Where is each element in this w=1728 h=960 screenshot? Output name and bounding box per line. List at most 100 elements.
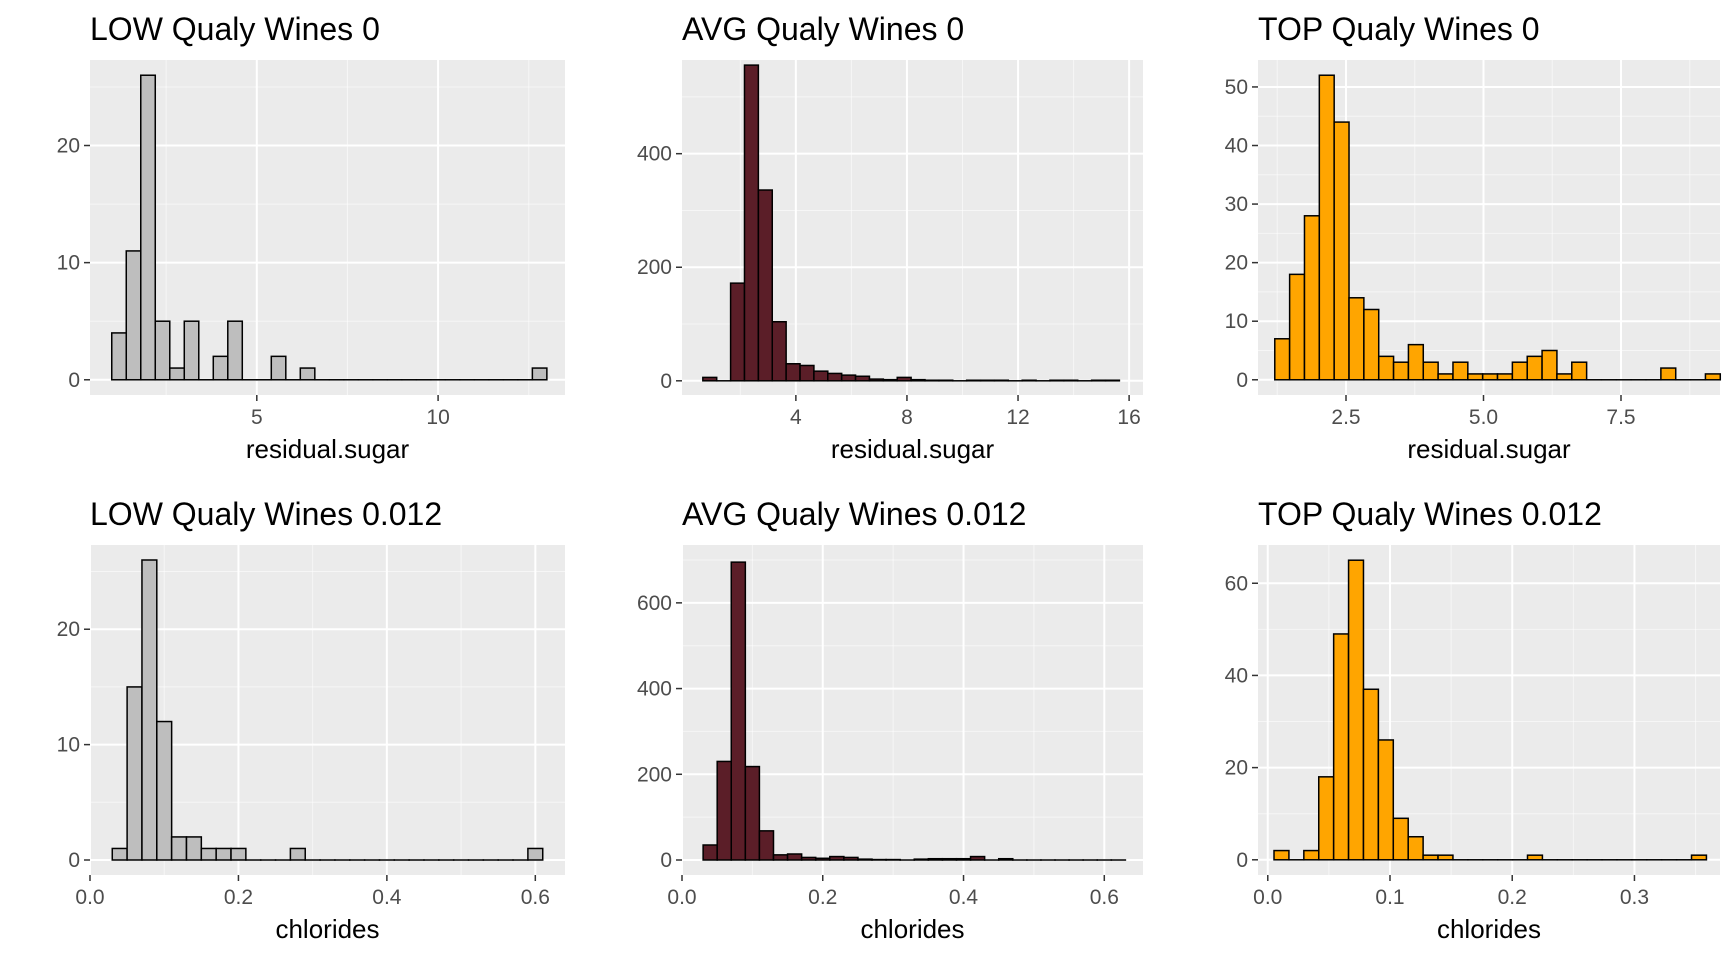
histogram-bar	[702, 376, 718, 382]
histogram-bar	[1690, 854, 1708, 861]
y-tick-label: 10	[57, 252, 80, 275]
x-tick-label: 4	[790, 406, 802, 429]
histogram-bar	[156, 720, 173, 861]
x-tick-label: 0.0	[667, 886, 696, 909]
histogram-bar	[289, 847, 306, 861]
histogram-bar	[1363, 308, 1380, 381]
y-tick-label: 200	[637, 256, 672, 279]
y-tick-label: 50	[1225, 76, 1248, 99]
y-tick-label: 10	[57, 734, 80, 757]
histogram-bar	[169, 367, 186, 381]
histogram-bar	[840, 374, 857, 382]
histogram-bar	[857, 858, 873, 861]
histogram-bar	[938, 379, 954, 382]
x-axis-label: residual.sugar	[831, 434, 995, 464]
histogram-bar	[230, 847, 247, 861]
histogram-bar	[200, 847, 217, 861]
histogram-bar	[1273, 849, 1290, 861]
histogram-bar	[154, 320, 171, 381]
histogram-bar	[771, 321, 787, 382]
x-tick-label: 0.2	[808, 886, 837, 909]
histogram-bar	[896, 376, 912, 382]
histogram-bar	[1288, 273, 1306, 381]
histogram-bar	[910, 378, 926, 382]
histogram-bar	[111, 332, 128, 381]
histogram-bar	[1422, 361, 1439, 381]
x-tick-label: 5.0	[1469, 406, 1498, 429]
histogram-bar	[800, 856, 817, 861]
histogram-bar	[1303, 849, 1320, 861]
histogram-bar	[185, 836, 203, 861]
histogram-bar	[927, 857, 944, 861]
histogram-bar	[799, 364, 815, 382]
histogram-bar	[730, 561, 747, 861]
histogram-bar	[1704, 373, 1722, 381]
histogram-bar	[744, 765, 761, 861]
histogram-bar	[215, 847, 232, 861]
histogram-bar	[757, 189, 774, 382]
x-tick-label: 0.4	[372, 886, 402, 909]
histogram-bar	[1467, 373, 1484, 381]
x-tick-label: 0.3	[1620, 886, 1649, 909]
histogram-bar	[125, 250, 142, 381]
y-tick-label: 20	[57, 135, 80, 158]
y-tick-label: 40	[1225, 135, 1248, 158]
histogram-bar	[827, 372, 843, 382]
chart-title: AVG Qualy Wines 0	[682, 11, 964, 47]
histogram-bar	[140, 74, 157, 381]
histogram-bar	[997, 857, 1014, 861]
histogram-bar	[716, 760, 733, 861]
histogram-bar	[270, 355, 287, 381]
x-tick-label: 0.2	[1498, 886, 1527, 909]
histogram-panel-avg-residual-sugar: 4 8 12 16 0 200 400 AVG Qualy Wines 0 residual.s…	[637, 11, 1143, 464]
histogram-bar	[1407, 835, 1424, 861]
histogram-bar	[785, 363, 801, 382]
histogram-bar	[1049, 379, 1065, 382]
histogram-bar	[170, 836, 188, 861]
chart-title: TOP Qualy Wines 0	[1258, 11, 1540, 47]
y-tick-label: 600	[637, 592, 672, 615]
histogram-bar	[1303, 215, 1321, 381]
histogram-bar	[126, 686, 143, 861]
x-tick-label: 12	[1006, 406, 1029, 429]
histogram-panel-top-residual-sugar: 2.5 5.0 7.5 0 10 20 30 40 50 TOP Qualy Wines 0 res…	[1225, 11, 1722, 464]
histogram-bar	[1377, 739, 1395, 861]
histogram-bar	[1511, 361, 1528, 381]
histogram-bar	[965, 379, 982, 382]
histogram-bar	[924, 379, 940, 382]
y-tick-label: 20	[1225, 757, 1248, 780]
histogram-bar	[1526, 854, 1544, 861]
x-tick-label: 0.6	[1090, 886, 1119, 909]
y-tick-label: 40	[1225, 664, 1248, 687]
x-axis-label: chlorides	[1437, 914, 1541, 944]
x-tick-label: 0.2	[224, 886, 253, 909]
x-tick-label: 10	[426, 406, 449, 429]
histogram-bar	[299, 367, 316, 381]
histogram-bar	[1362, 688, 1380, 861]
histogram-bar	[1332, 633, 1350, 861]
histogram-bar	[868, 378, 885, 382]
y-tick-label: 400	[637, 143, 672, 166]
chart-title: TOP Qualy Wines 0.012	[1258, 496, 1602, 532]
histogram-bar	[111, 847, 128, 861]
histogram-bar	[772, 854, 789, 861]
histogram-bar	[854, 375, 871, 382]
histogram-bar	[882, 378, 898, 382]
histogram-bar	[969, 855, 986, 861]
histogram-bar	[1377, 355, 1395, 381]
x-axis-label: residual.sugar	[246, 434, 410, 464]
histogram-bar	[814, 857, 831, 861]
histogram-bar	[1090, 379, 1107, 382]
histogram-panel-avg-chlorides: 0.0 0.2 0.4 0.6 0 200 400 600 AVG Qualy Wines 0.…	[637, 496, 1143, 944]
x-axis-label: chlorides	[275, 914, 379, 944]
histogram-bar	[786, 853, 803, 861]
x-tick-label: 5	[251, 406, 263, 429]
histogram-bar	[531, 367, 548, 381]
histogram-bar	[1556, 373, 1573, 381]
histogram-panel-low-chlorides: 0.0 0.2 0.4 0.6 0 10 20 LOW Qualy Wines 0.012 ch…	[57, 496, 565, 944]
y-tick-label: 0	[68, 369, 80, 392]
y-tick-label: 20	[57, 618, 80, 641]
histogram-bar	[1571, 361, 1588, 381]
x-tick-label: 7.5	[1606, 406, 1635, 429]
